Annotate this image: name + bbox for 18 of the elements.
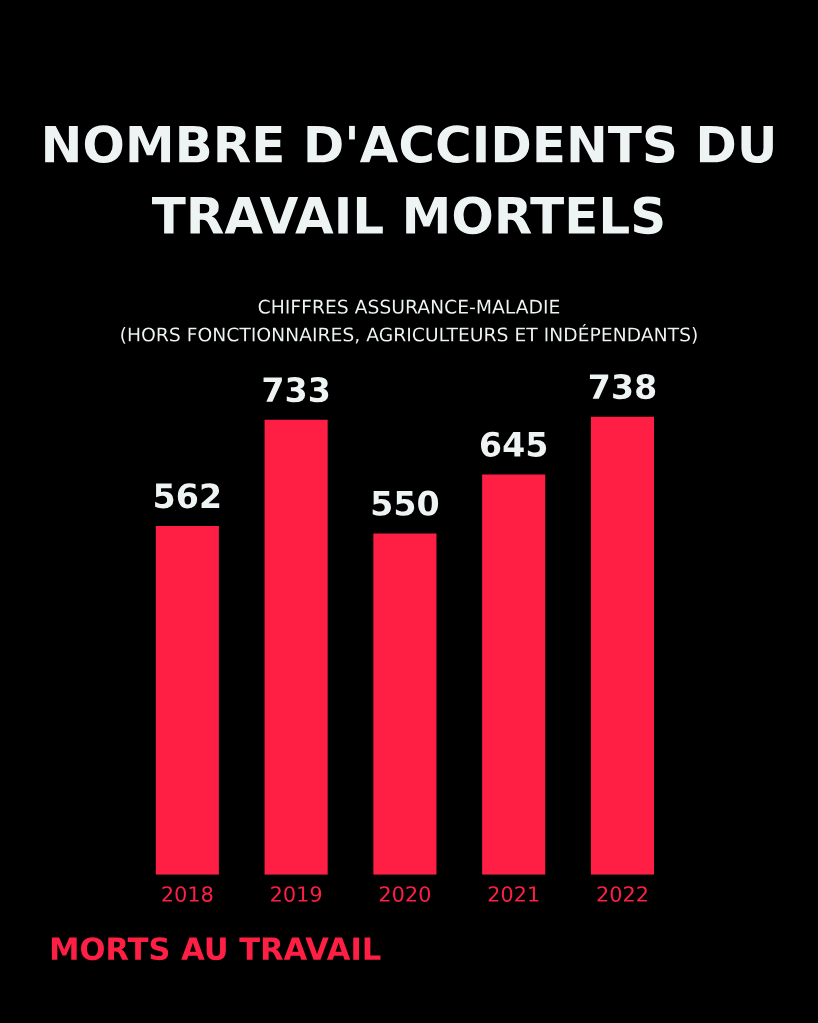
x-tick-label: 2020 [379,886,431,902]
data-label: 738 [589,373,656,400]
chart-subtitle: CHIFFRES ASSURANCE-MALADIE (HORS FONCTIONNAIRES, AGRICULTEURS ET INDÉPENDANTS) [121,299,697,344]
data-label: 733 [263,377,329,403]
x-tick-label: 2021 [488,886,539,902]
bar [482,474,546,875]
data-label: 550 [372,490,439,516]
chart-title: NOMBRE D'ACCIDENTS DU TRAVAIL MORTELS [45,125,773,235]
x-tick-label: 2018 [162,886,213,902]
bar [590,416,655,875]
bar [155,525,219,875]
x-tick-label: 2022 [597,886,647,902]
data-label: 562 [155,483,220,509]
text: MORTS AU TRAVAIL [51,937,381,961]
data-label: 645 [480,431,547,457]
bar [373,533,437,875]
bar [264,419,328,875]
x-tick-label: 2019 [271,886,322,902]
